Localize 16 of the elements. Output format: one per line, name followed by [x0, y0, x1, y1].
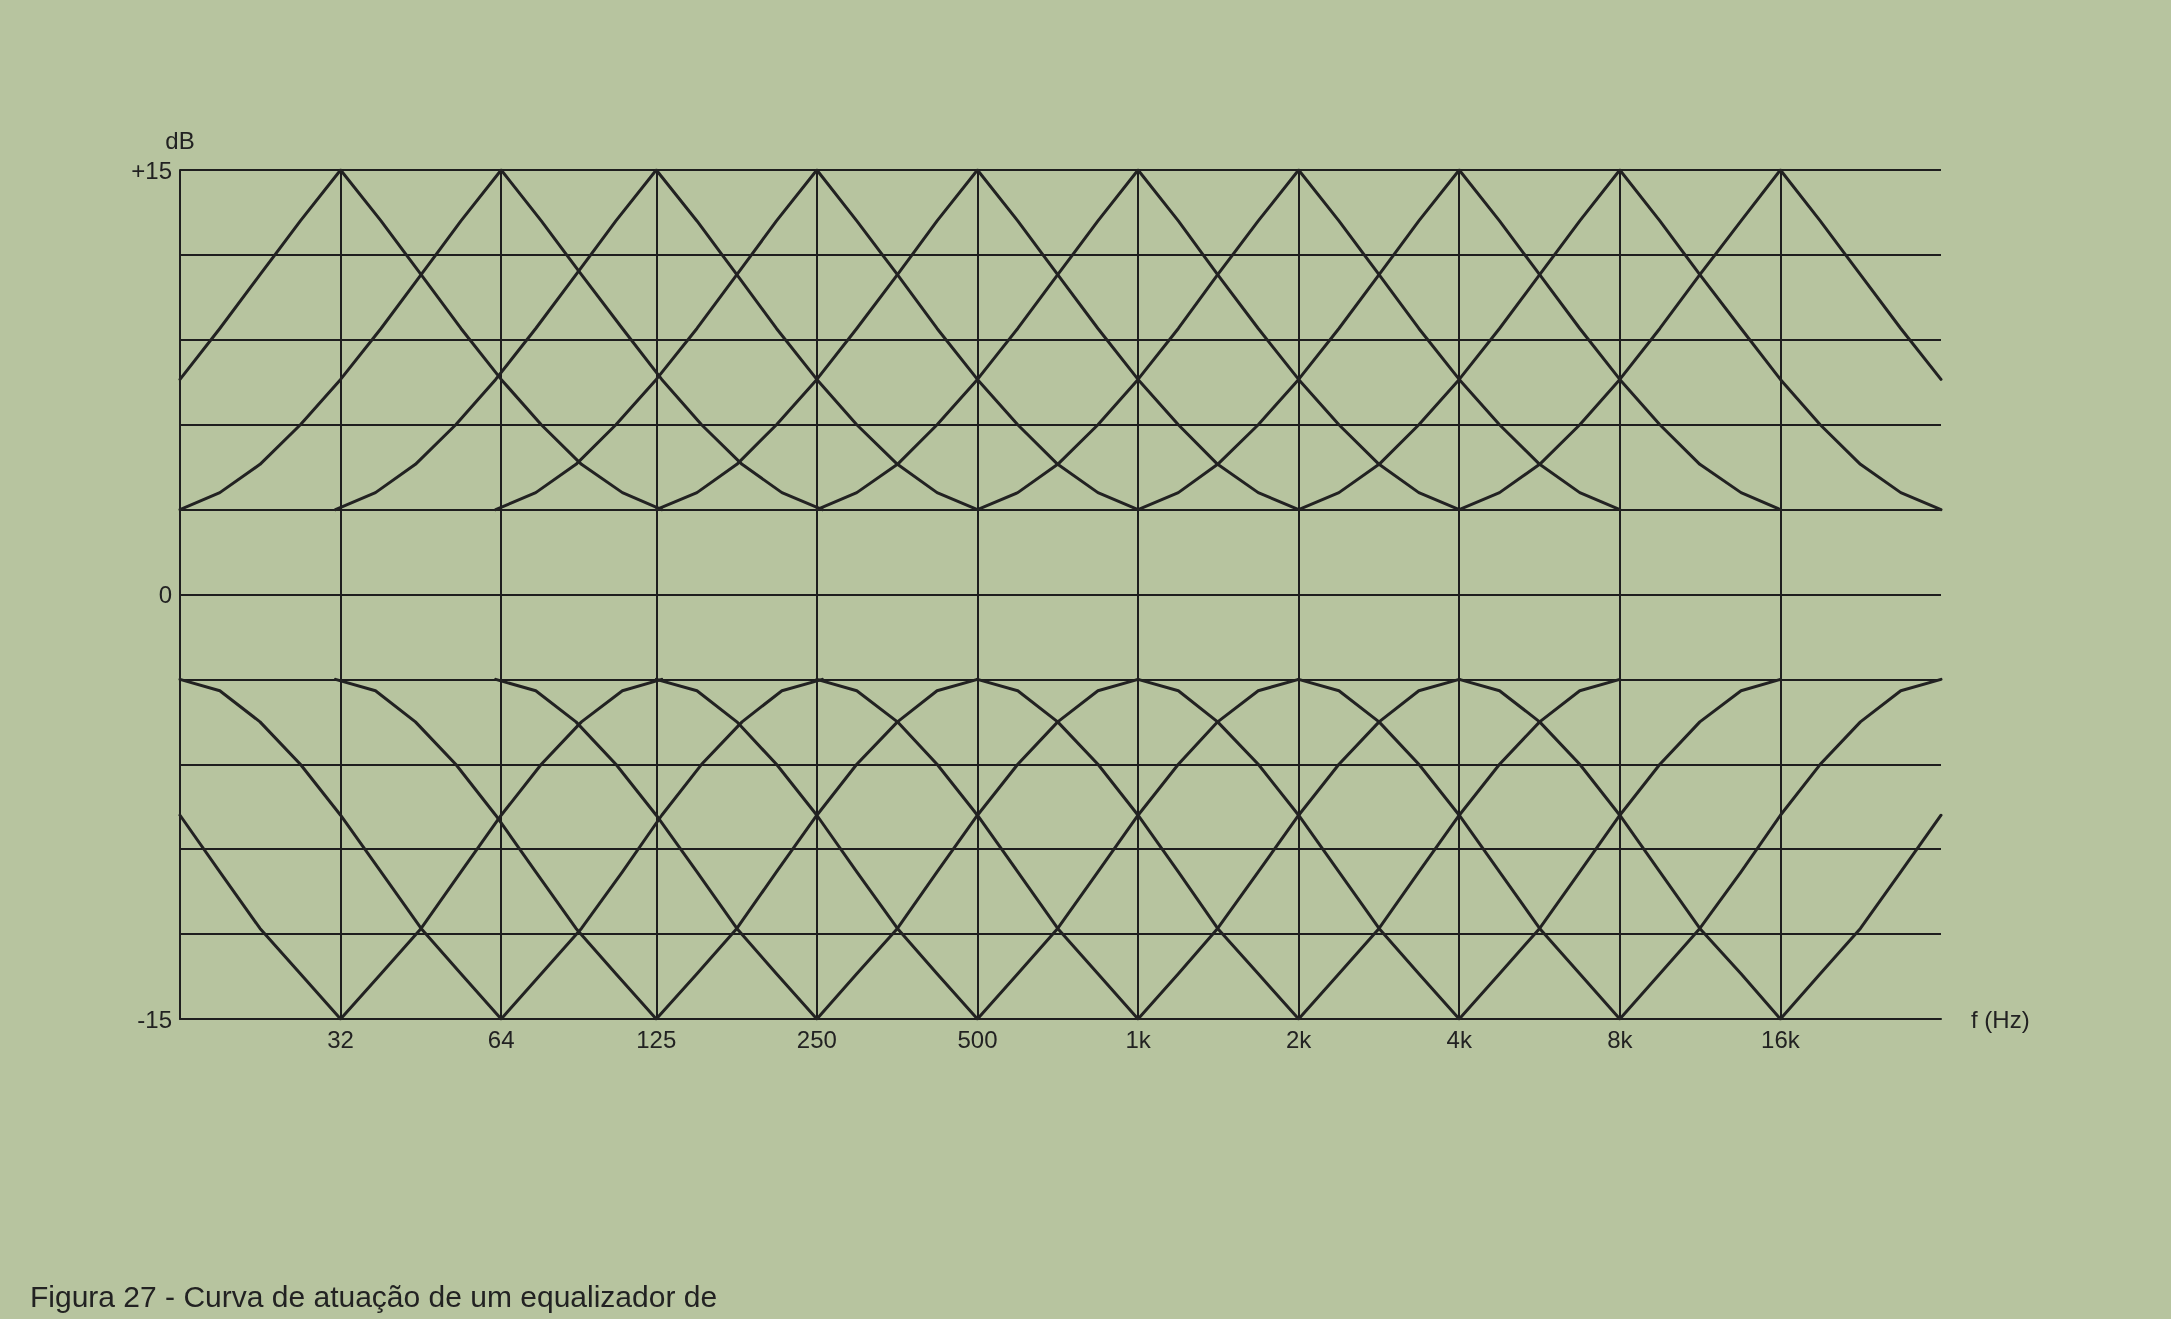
x-tick-label: 16k: [1761, 1025, 1801, 1053]
x-tick-label: 8k: [1607, 1025, 1634, 1053]
x-tick-label: 1k: [1125, 1025, 1152, 1053]
y-tick-label: 0: [158, 581, 172, 608]
x-axis-title: f (Hz): [1971, 1005, 2030, 1033]
x-tick-label: 2k: [1285, 1025, 1313, 1053]
text: Figura 27 - Curva de atuação de um equalizador de: [30, 1279, 718, 1313]
y-axis-title: dB: [165, 126, 195, 154]
x-tick-label: 4k: [1446, 1025, 1473, 1053]
y-tick-label: +15: [131, 156, 172, 184]
x-tick-label: 64: [487, 1025, 515, 1053]
x-tick-label: 500: [957, 1025, 998, 1053]
x-tick-label: 250: [796, 1025, 837, 1053]
x-tick-label: 32: [327, 1025, 354, 1053]
x-tick-label: 125: [636, 1025, 677, 1053]
y-tick-label: -15: [137, 1005, 172, 1033]
